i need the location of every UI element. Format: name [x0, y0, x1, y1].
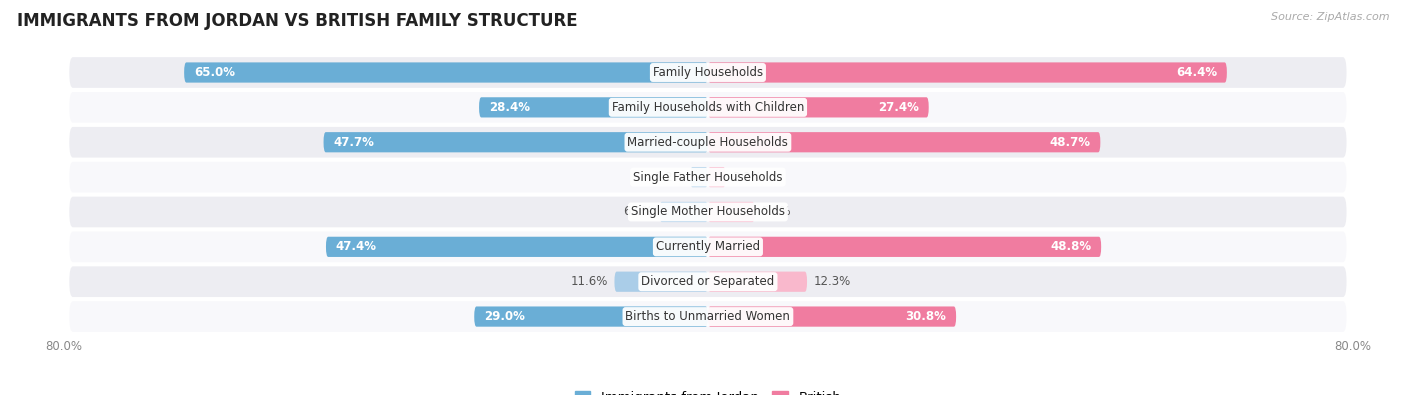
Text: 47.7%: 47.7% — [333, 136, 374, 149]
Text: 2.2%: 2.2% — [733, 171, 762, 184]
FancyBboxPatch shape — [69, 231, 1347, 262]
Text: 5.8%: 5.8% — [761, 205, 790, 218]
Text: 12.3%: 12.3% — [814, 275, 851, 288]
FancyBboxPatch shape — [69, 162, 1347, 192]
FancyBboxPatch shape — [69, 57, 1347, 88]
FancyBboxPatch shape — [69, 127, 1347, 158]
Text: 64.4%: 64.4% — [1175, 66, 1218, 79]
Text: 30.8%: 30.8% — [905, 310, 946, 323]
FancyBboxPatch shape — [707, 307, 956, 327]
Legend: Immigrants from Jordan, British: Immigrants from Jordan, British — [571, 387, 845, 395]
Text: 48.7%: 48.7% — [1050, 136, 1091, 149]
Text: Births to Unmarried Women: Births to Unmarried Women — [626, 310, 790, 323]
FancyBboxPatch shape — [707, 97, 929, 117]
FancyBboxPatch shape — [614, 272, 707, 292]
FancyBboxPatch shape — [707, 272, 807, 292]
Text: 6.0%: 6.0% — [623, 205, 654, 218]
FancyBboxPatch shape — [69, 92, 1347, 123]
FancyBboxPatch shape — [707, 132, 1101, 152]
FancyBboxPatch shape — [707, 237, 1101, 257]
Text: 65.0%: 65.0% — [194, 66, 235, 79]
Text: Single Father Households: Single Father Households — [633, 171, 783, 184]
FancyBboxPatch shape — [326, 237, 707, 257]
Text: Source: ZipAtlas.com: Source: ZipAtlas.com — [1271, 12, 1389, 22]
FancyBboxPatch shape — [707, 167, 725, 187]
FancyBboxPatch shape — [690, 167, 707, 187]
FancyBboxPatch shape — [707, 62, 1227, 83]
Text: Family Households with Children: Family Households with Children — [612, 101, 804, 114]
Text: 2.2%: 2.2% — [654, 171, 683, 184]
Text: 48.8%: 48.8% — [1050, 240, 1091, 253]
FancyBboxPatch shape — [707, 202, 755, 222]
FancyBboxPatch shape — [69, 266, 1347, 297]
FancyBboxPatch shape — [323, 132, 707, 152]
FancyBboxPatch shape — [659, 202, 707, 222]
Text: 11.6%: 11.6% — [571, 275, 607, 288]
Text: 27.4%: 27.4% — [879, 101, 920, 114]
Text: Single Mother Households: Single Mother Households — [631, 205, 785, 218]
FancyBboxPatch shape — [479, 97, 707, 117]
Text: Divorced or Separated: Divorced or Separated — [641, 275, 775, 288]
FancyBboxPatch shape — [69, 301, 1347, 332]
Text: 28.4%: 28.4% — [489, 101, 530, 114]
Text: Family Households: Family Households — [652, 66, 763, 79]
FancyBboxPatch shape — [69, 197, 1347, 227]
Text: IMMIGRANTS FROM JORDAN VS BRITISH FAMILY STRUCTURE: IMMIGRANTS FROM JORDAN VS BRITISH FAMILY… — [17, 12, 578, 30]
Text: 29.0%: 29.0% — [484, 310, 524, 323]
Text: Married-couple Households: Married-couple Households — [627, 136, 789, 149]
Text: 47.4%: 47.4% — [336, 240, 377, 253]
Text: Currently Married: Currently Married — [655, 240, 761, 253]
FancyBboxPatch shape — [184, 62, 707, 83]
FancyBboxPatch shape — [474, 307, 707, 327]
